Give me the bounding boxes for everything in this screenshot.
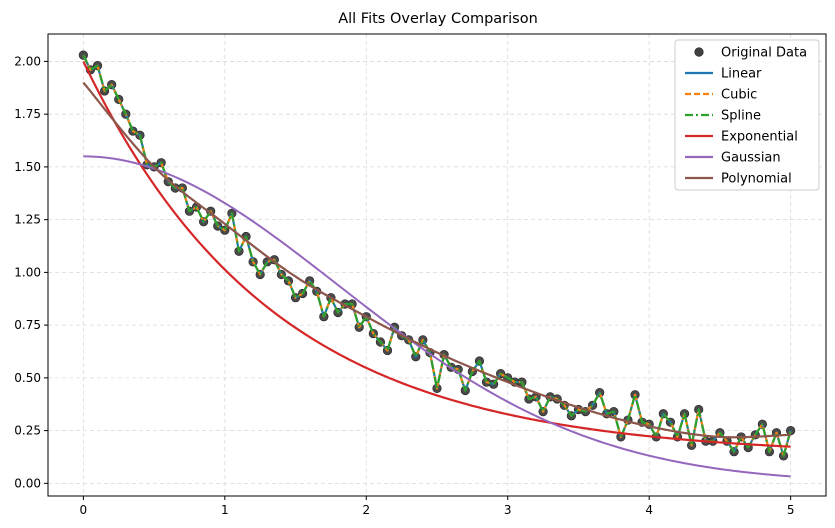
- legend-label: Cubic: [721, 88, 757, 103]
- grid: [48, 34, 826, 496]
- y-axis: 0.00 0.25 0.50 0.75 1.00 1.25 1.50 1.75 2.00: [14, 54, 48, 490]
- x-tick-label: 3: [504, 503, 512, 517]
- exponential-fit-line: [82, 60, 791, 448]
- legend-marker: [694, 47, 704, 57]
- legend-label: Polynomial: [721, 172, 792, 187]
- legend-label: Linear: [721, 67, 762, 82]
- chart-title: All Fits Overlay Comparison: [338, 11, 538, 27]
- x-tick-label: 2: [362, 503, 370, 517]
- x-axis: 0 1 2 3 4 5: [80, 496, 795, 517]
- legend: Original Data Linear Cubic Spline Exponentia…: [674, 39, 820, 191]
- y-tick-label: 1.00: [14, 265, 41, 279]
- data-point: [78, 50, 88, 60]
- x-tick-label: 5: [787, 503, 795, 517]
- legend-box: [674, 39, 820, 191]
- gaussian-fit-line: [83, 155, 791, 478]
- legend-label: Spline: [721, 109, 761, 124]
- spline-fit-line: [82, 54, 792, 458]
- polynomial-fit-line: [82, 81, 791, 439]
- y-tick-label: 1.25: [14, 213, 41, 227]
- axes-frame: [47, 33, 827, 497]
- y-tick-label: 1.75: [14, 107, 41, 121]
- x-tick-label: 1: [221, 503, 229, 517]
- plot-area: [78, 50, 796, 478]
- y-tick-label: 0.50: [14, 371, 41, 385]
- legend-label: Original Data: [721, 46, 807, 61]
- x-tick-label: 0: [80, 503, 88, 517]
- y-tick-label: 2.00: [14, 54, 41, 68]
- legend-label: Exponential: [721, 130, 798, 145]
- legend-label: Gaussian: [721, 151, 781, 166]
- y-tick-label: 0.25: [14, 424, 41, 438]
- x-tick-label: 4: [645, 503, 653, 517]
- y-tick-label: 0.75: [14, 318, 41, 332]
- y-tick-label: 1.50: [14, 160, 41, 174]
- y-tick-label: 0.00: [14, 476, 41, 490]
